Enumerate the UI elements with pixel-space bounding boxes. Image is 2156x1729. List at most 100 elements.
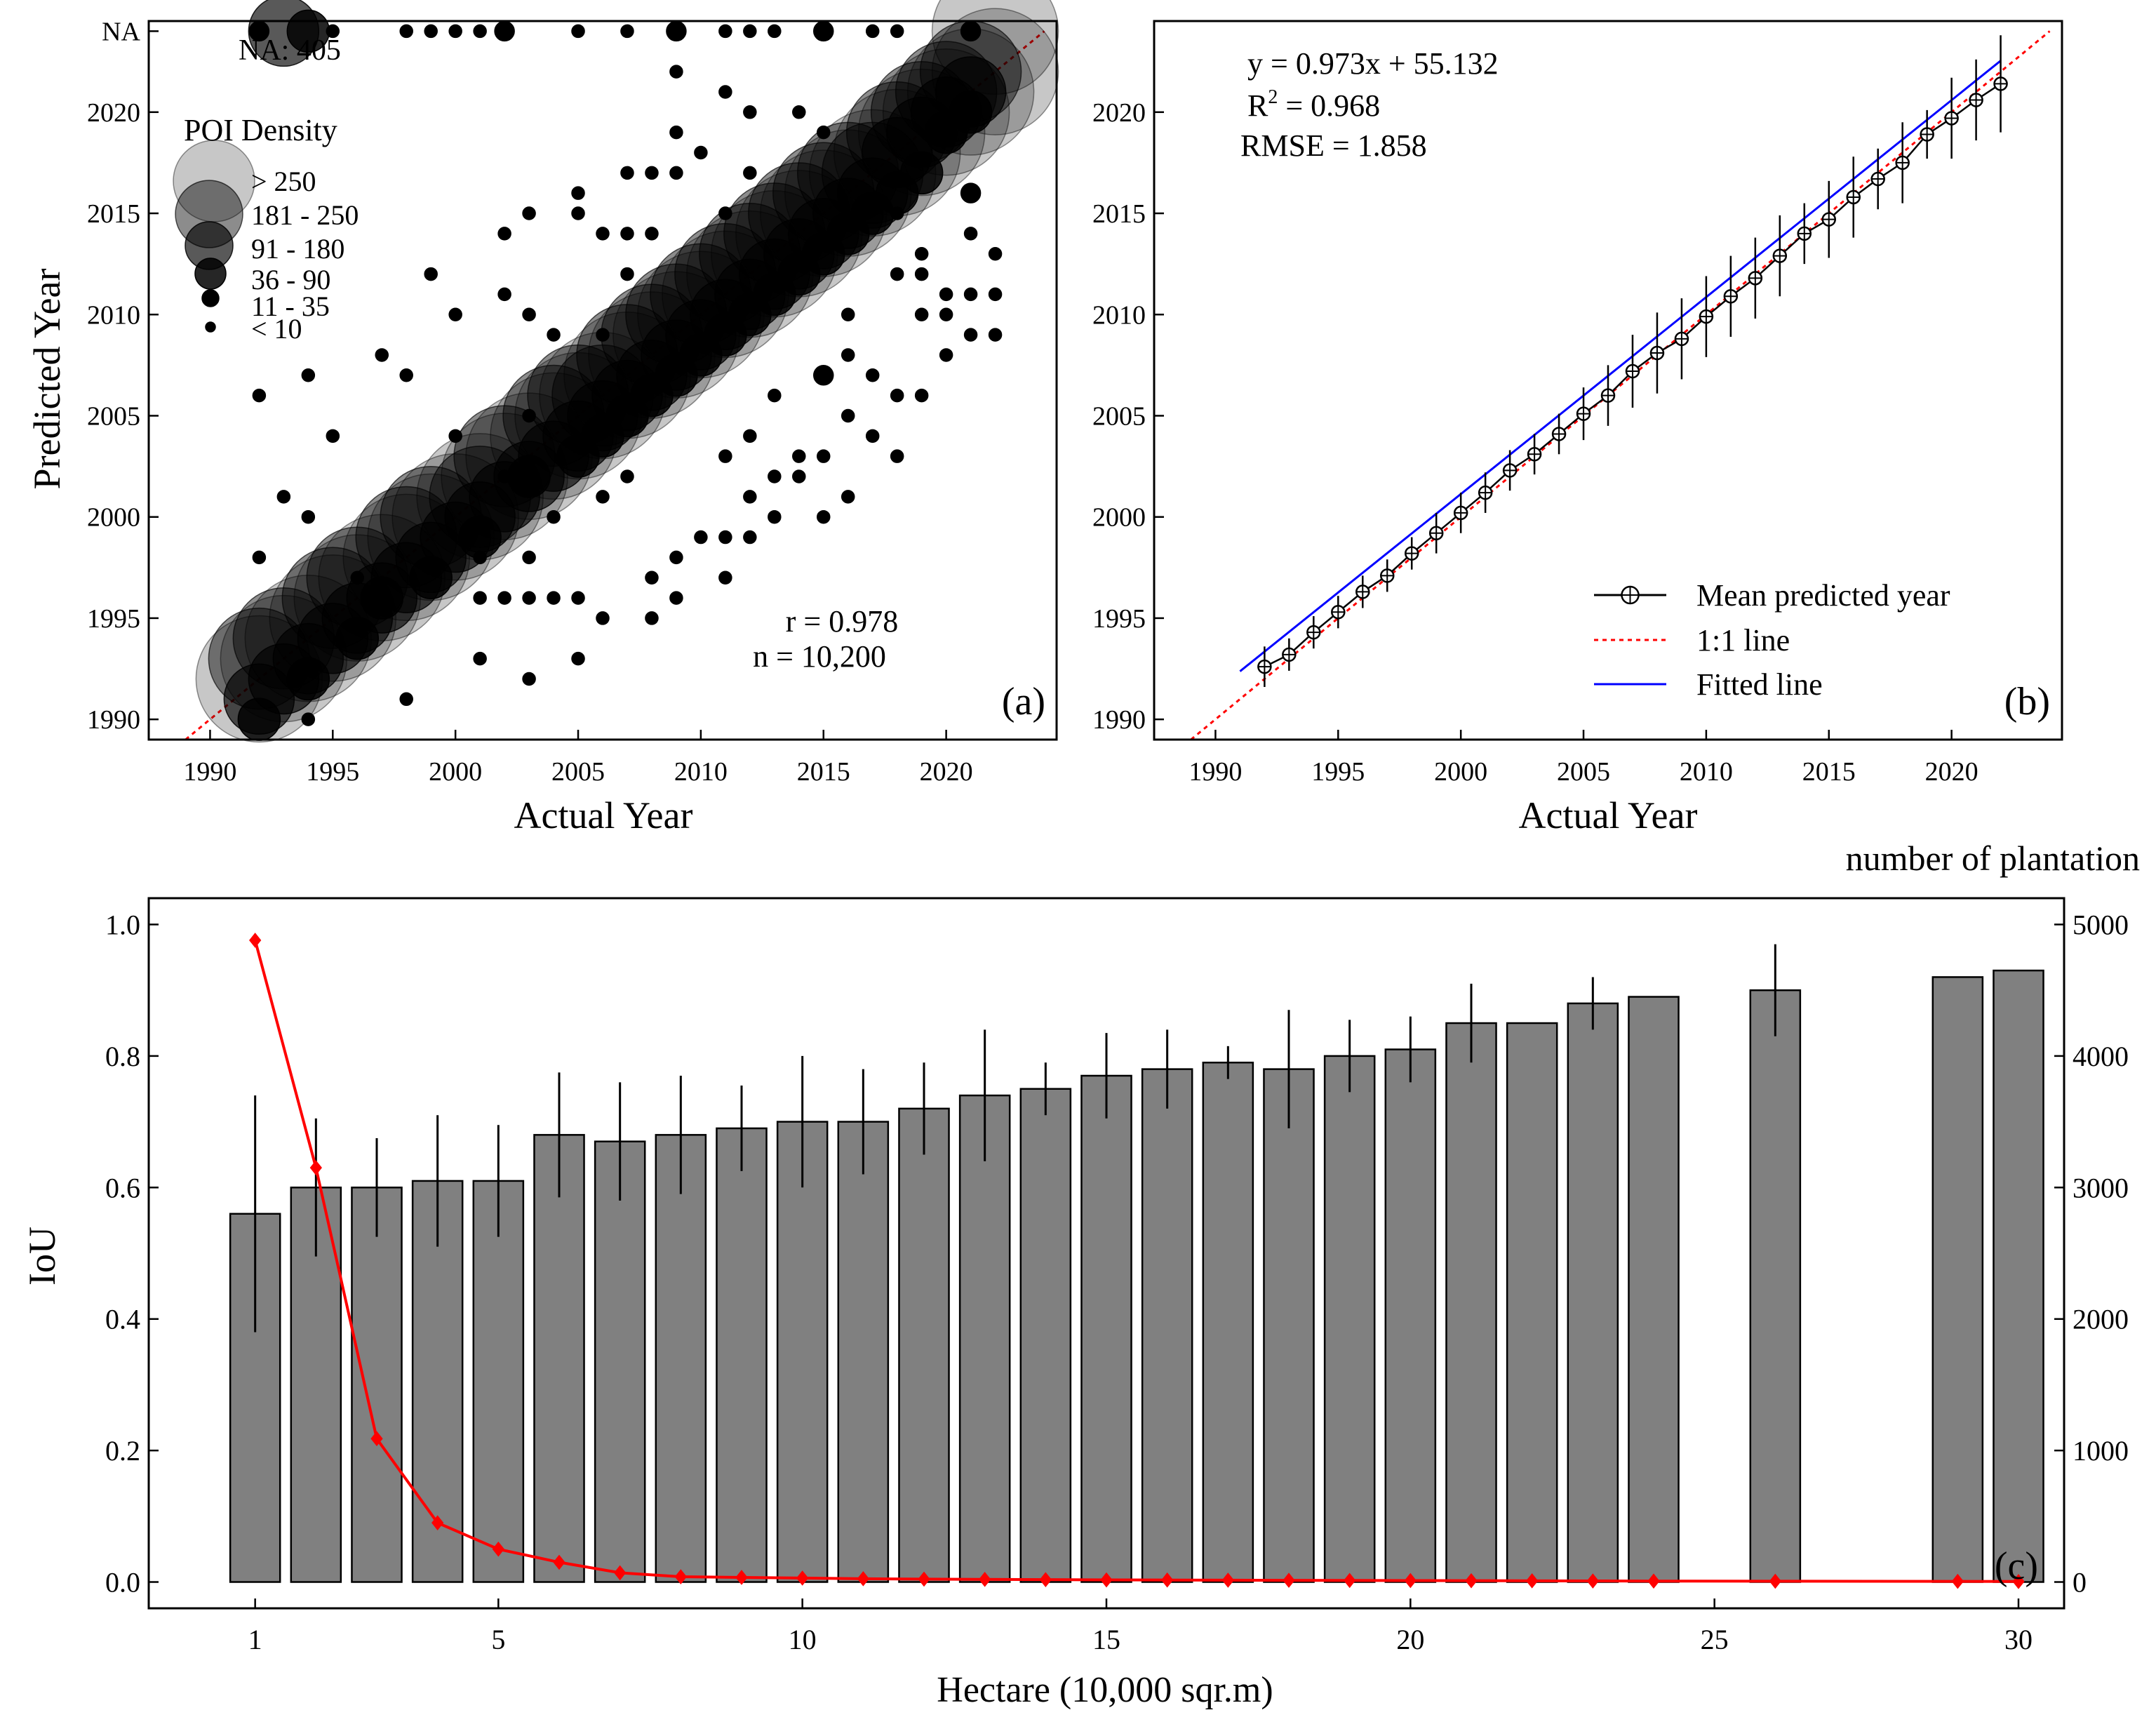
panel-a-na-annotation: NA: 405	[239, 34, 341, 67]
mean-marker-cross	[1871, 172, 1884, 185]
y-tick-label: 0.8	[105, 1041, 140, 1072]
iou-bar	[411, 1180, 464, 1583]
scatter-point	[960, 20, 982, 42]
scatter-point	[768, 509, 782, 524]
y2-tick-label: 5000	[2073, 909, 2129, 940]
mean-marker-cross	[1920, 128, 1934, 141]
panel-c: 1 5 10 15 20 25 300.00.20.40.60.81.00100020003…	[21, 839, 2140, 1710]
scatter-point	[473, 651, 487, 666]
scatter-point	[899, 151, 944, 195]
scatter-point	[522, 307, 536, 322]
x-tick-label: 2015	[1802, 757, 1856, 787]
panel-b-plot-area	[1190, 30, 2051, 741]
scatter-point	[326, 429, 340, 443]
iou-bar	[1384, 1048, 1437, 1583]
scatter-point	[507, 455, 551, 498]
scatter-point	[286, 657, 330, 701]
scatter-point	[237, 697, 281, 741]
y-tick-label: 1.0	[105, 909, 140, 940]
mean-marker-cross	[1258, 660, 1271, 674]
scatter-point	[669, 591, 683, 605]
x-tick-label: 2010	[674, 757, 728, 787]
scatter-point	[547, 328, 561, 342]
scatter-point	[547, 509, 561, 524]
scatter-point	[963, 227, 978, 241]
x-tick-label: 30	[2004, 1624, 2033, 1655]
plantation-count-marker	[431, 1515, 444, 1530]
panel-a-plot-area	[185, 0, 1059, 743]
panel-b: 1990 1995 2000 2005 2010 2015 2020 1990 1995 2000…	[1092, 20, 2063, 836]
scatter-point	[645, 611, 659, 625]
panel-b-legend: Mean predicted year 1:1 line Fitted line	[1594, 578, 1950, 702]
scatter-point	[645, 166, 659, 180]
scatter-point	[914, 246, 929, 261]
scatter-point	[360, 576, 403, 620]
legend-label: 1:1 line	[1696, 623, 1790, 657]
scatter-point	[988, 246, 1003, 261]
y2-tick-label: 4000	[2073, 1041, 2129, 1072]
scatter-point	[792, 469, 806, 483]
iou-bar	[1993, 969, 2044, 1583]
iou-bar	[837, 1121, 890, 1583]
mean-marker-cross	[1553, 427, 1566, 441]
y-tick-label: 0.0	[105, 1567, 140, 1598]
panel-c-label: (c)	[1995, 1544, 2038, 1588]
plantation-count-marker	[1221, 1573, 1234, 1588]
scatter-point	[620, 469, 634, 483]
scatter-point	[326, 24, 340, 39]
scatter-point	[620, 267, 634, 281]
legend-marker-mean-cross	[1621, 587, 1639, 603]
plantation-count-marker	[492, 1541, 504, 1557]
panel-a-r-stat: r = 0.978	[786, 604, 898, 639]
x-tick-label: 15	[1092, 1624, 1120, 1655]
y-tick-label: 0.4	[105, 1304, 140, 1335]
iou-bar	[1567, 1002, 1619, 1583]
panel-b-r2: R2 = 0.968	[1247, 86, 1380, 123]
panel-b-r2-superscript: 2	[1268, 86, 1278, 108]
plantation-count-marker	[1586, 1573, 1599, 1589]
x-tick-label: 20	[1396, 1624, 1424, 1655]
legend-label: > 250	[251, 166, 316, 197]
x-tick-label: 2000	[1434, 757, 1487, 787]
x-tick-label: 1995	[306, 757, 359, 787]
scatter-point	[448, 307, 462, 322]
mean-marker-cross	[1675, 332, 1688, 345]
iou-bar	[1019, 1088, 1072, 1583]
scatter-point	[841, 348, 855, 362]
iou-bar	[1749, 989, 1802, 1583]
scatter-point	[939, 307, 953, 322]
mean-marker-cross	[1405, 547, 1419, 560]
panel-b-fitted-line	[1239, 60, 2002, 672]
scatter-point	[718, 449, 732, 463]
scatter-point	[375, 348, 389, 362]
panel-c-xlabel: Hectare (10,000 sqr.m)	[937, 1670, 1273, 1710]
iou-bar	[351, 1187, 403, 1583]
y-tick-label: 1995	[1092, 604, 1146, 634]
scatter-point	[522, 591, 536, 605]
scatter-point	[939, 287, 953, 302]
scatter-point	[424, 267, 438, 281]
scatter-point	[473, 550, 487, 565]
plantation-count-marker	[857, 1571, 869, 1587]
mean-marker-cross	[1847, 190, 1860, 203]
panel-b-r2-value: = 0.968	[1278, 88, 1380, 123]
legend-label: Mean predicted year	[1696, 578, 1950, 613]
y-tick-label: 2000	[1092, 503, 1146, 533]
scatter-point	[841, 408, 855, 423]
mean-marker-cross	[1699, 310, 1713, 323]
scatter-point	[817, 125, 831, 140]
panel-c-plot-area	[229, 933, 2044, 1589]
scatter-point	[963, 287, 978, 302]
scatter-point	[743, 530, 757, 545]
scatter-point	[890, 24, 904, 39]
scatter-point	[350, 570, 365, 585]
x-tick-label: 1990	[1189, 757, 1242, 787]
scatter-point	[522, 408, 536, 423]
y-tick-label: 0.6	[105, 1172, 140, 1203]
x-tick-label: 1990	[183, 757, 236, 787]
y-tick-label: 2010	[1092, 300, 1146, 330]
scatter-point	[666, 20, 687, 42]
panel-a-ylabel: Predicted Year	[26, 269, 68, 490]
y-tick-label-na: NA	[102, 17, 140, 46]
y2-tick-label: 2000	[2073, 1304, 2129, 1335]
